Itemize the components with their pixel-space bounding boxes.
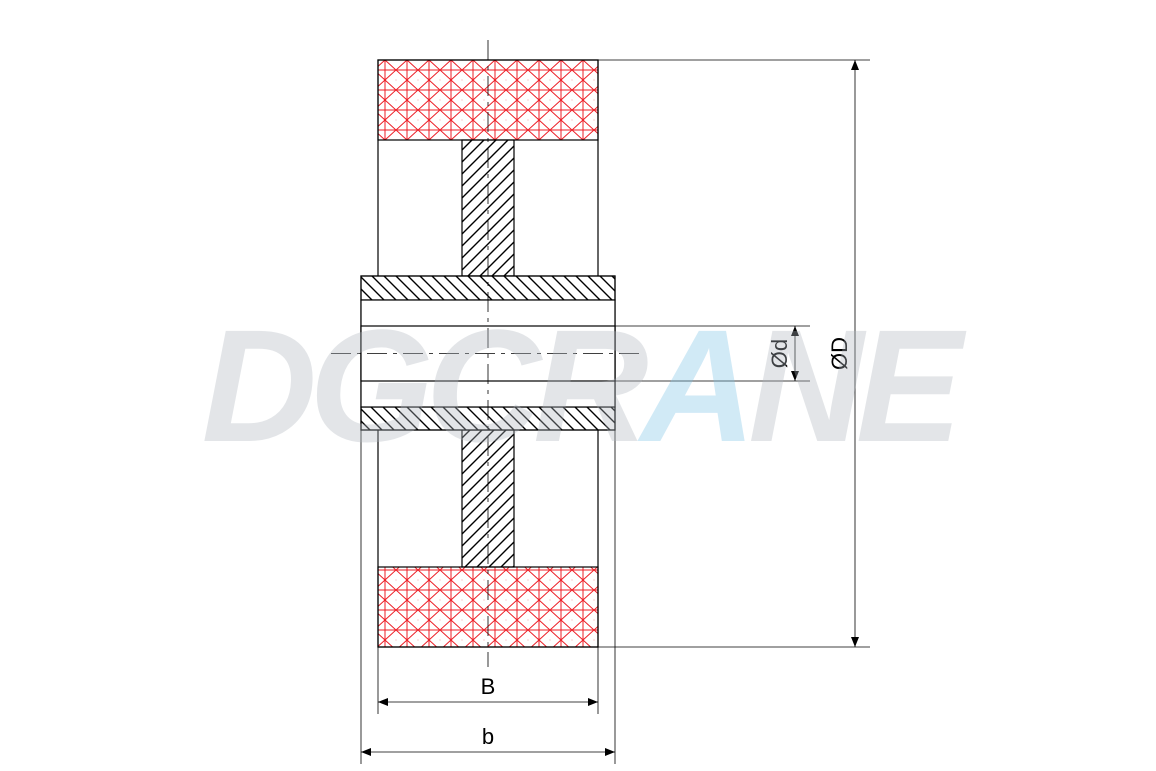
diagram-canvas: DGCRANE ØDØdBb	[0, 0, 1156, 771]
dim-B-label: B	[481, 674, 496, 699]
technical-drawing: ØD Ød Bb	[0, 0, 1156, 771]
dim-D-label: ØD	[827, 337, 852, 370]
dim-d-label: Ød	[767, 339, 792, 368]
dim-b-label: b	[482, 724, 494, 749]
